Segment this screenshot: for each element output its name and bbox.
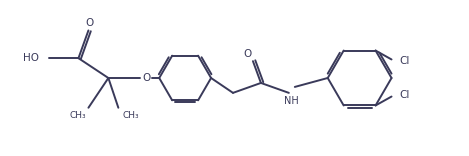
Text: Cl: Cl xyxy=(400,90,410,100)
Text: NH: NH xyxy=(285,96,299,106)
Text: CH₃: CH₃ xyxy=(70,111,86,120)
Text: O: O xyxy=(142,73,151,83)
Text: CH₃: CH₃ xyxy=(122,111,139,120)
Text: O: O xyxy=(244,49,252,59)
Text: HO: HO xyxy=(23,53,38,63)
Text: Cl: Cl xyxy=(400,56,410,66)
Text: O: O xyxy=(85,19,93,29)
